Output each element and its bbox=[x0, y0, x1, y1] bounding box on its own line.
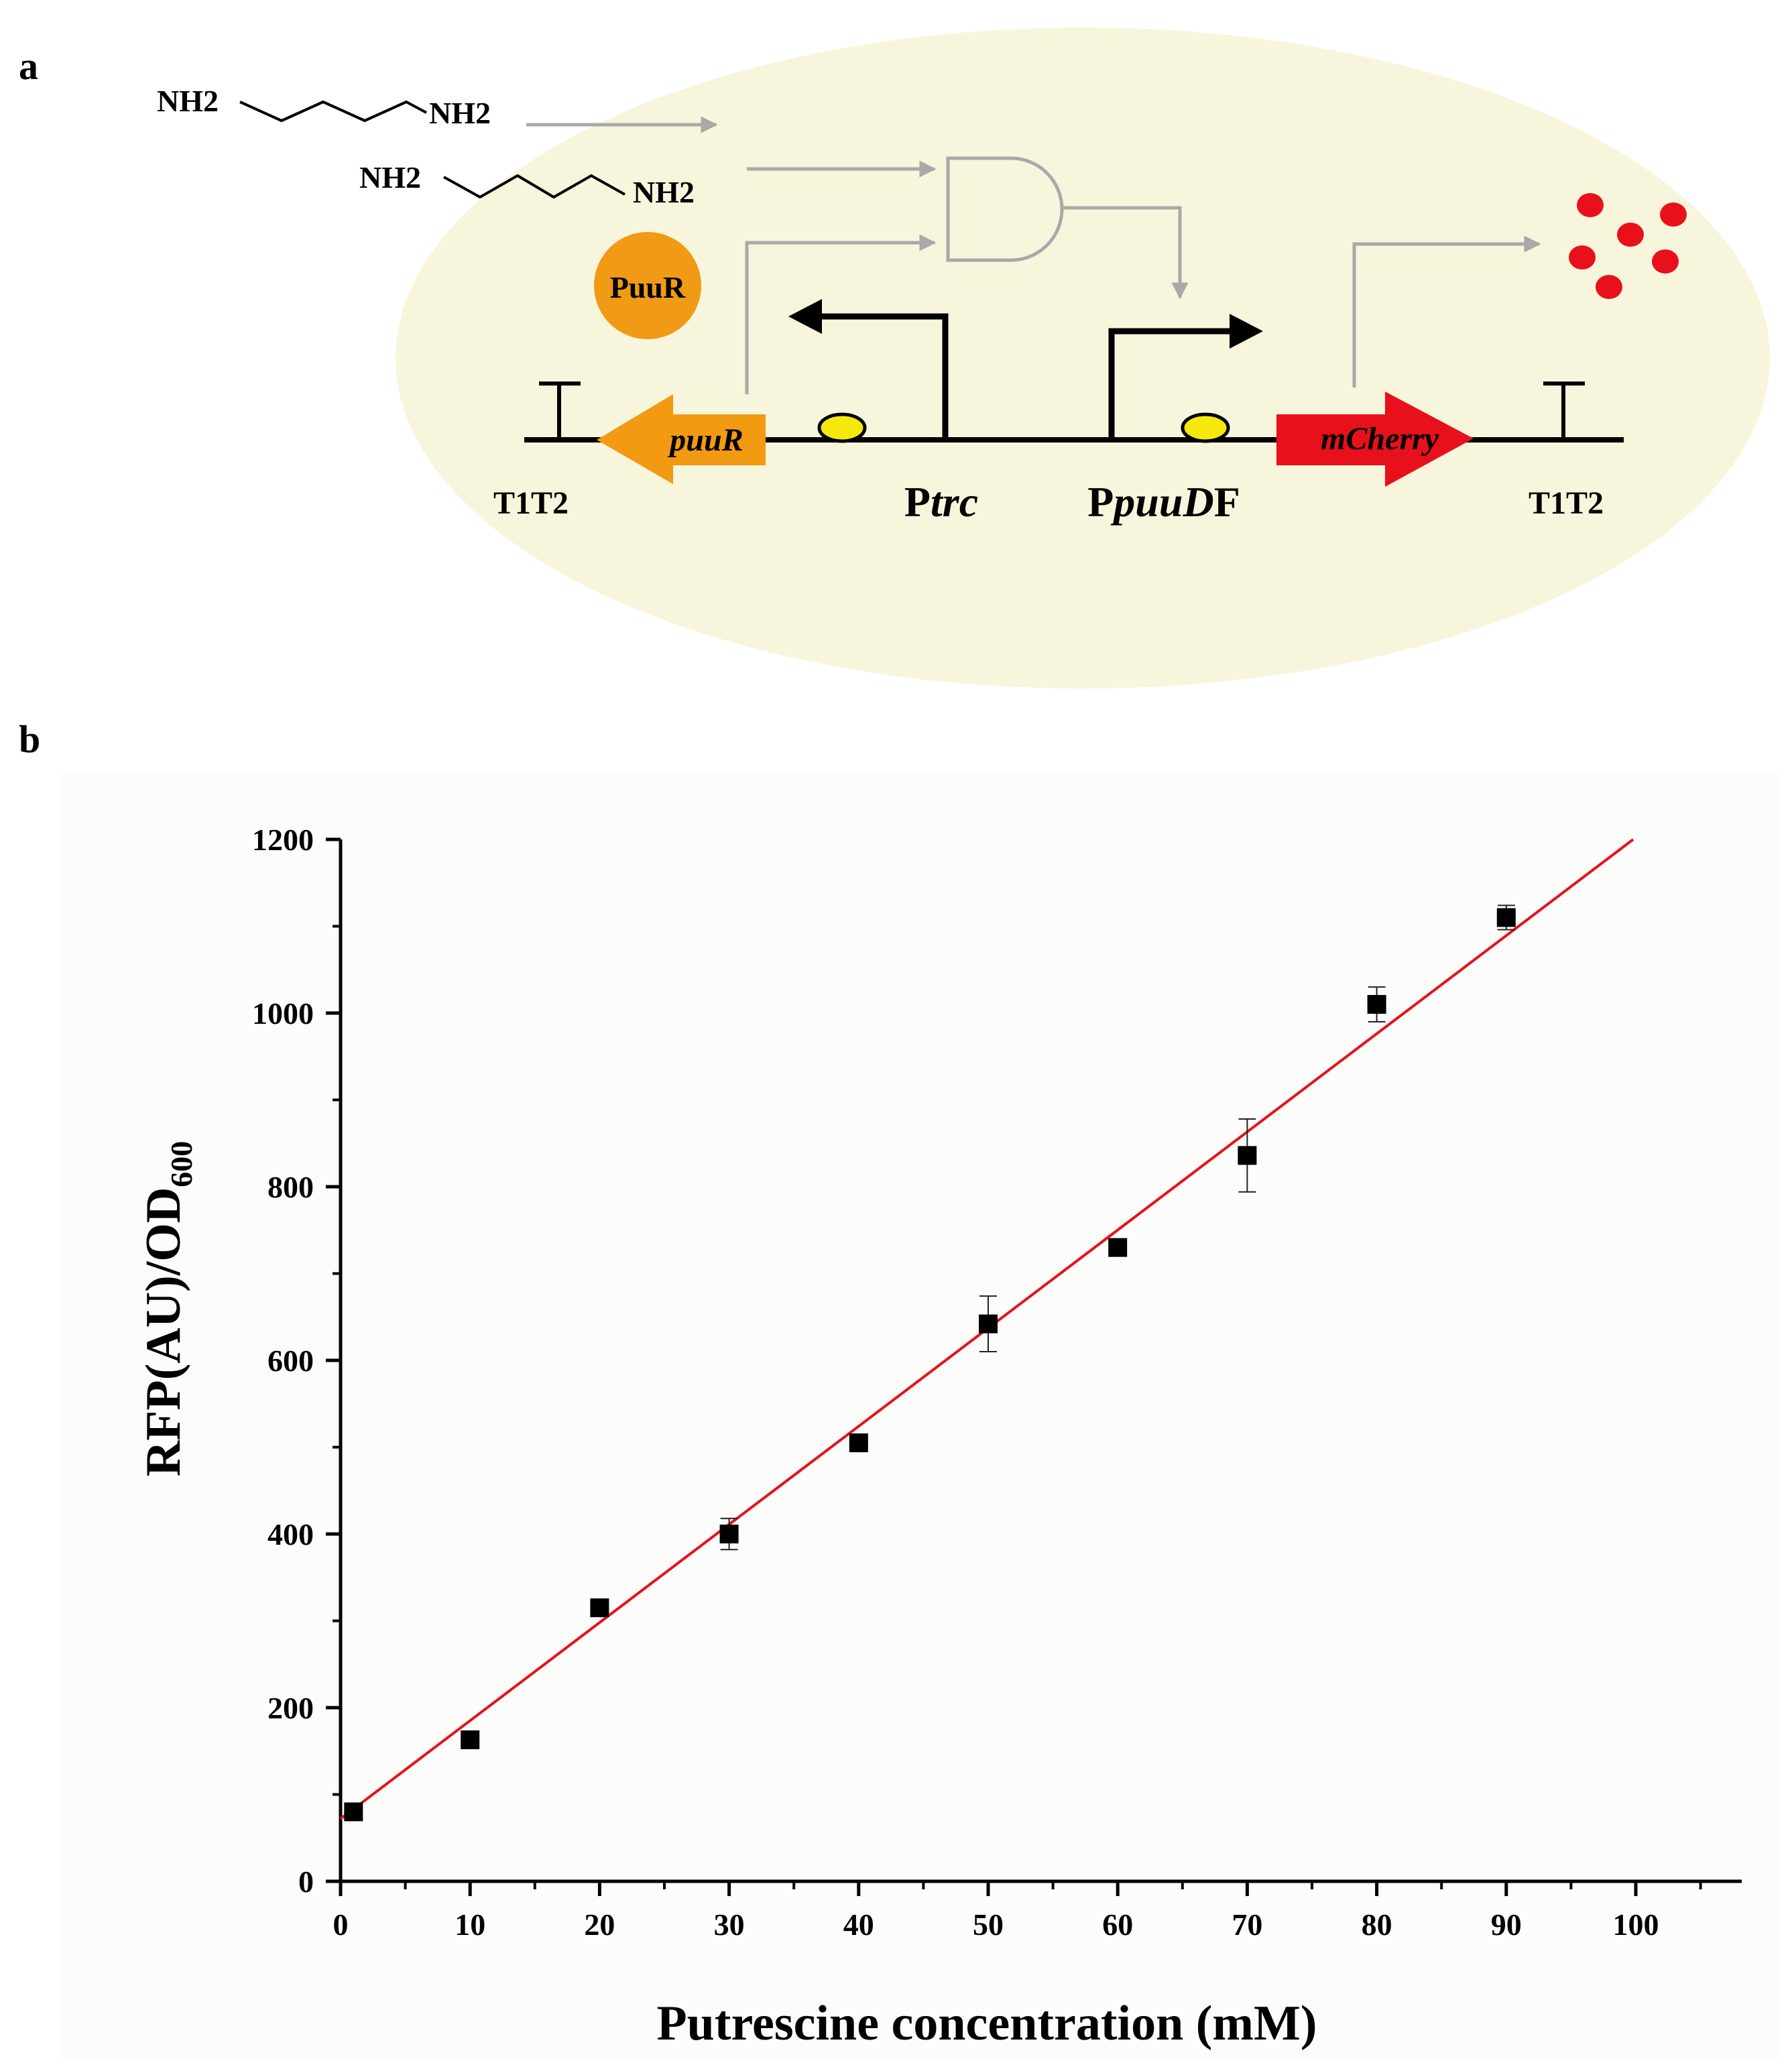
data-point bbox=[1496, 908, 1516, 927]
y-tick-label: 200 bbox=[267, 1691, 314, 1725]
promoter-trc-arrow bbox=[802, 313, 949, 440]
data-point bbox=[344, 1802, 363, 1822]
promoter-trc-arrowhead bbox=[788, 299, 822, 334]
rfp-dot bbox=[1617, 223, 1644, 247]
y-tick-label: 1200 bbox=[252, 823, 314, 857]
rbs-right bbox=[1181, 412, 1230, 443]
data-point bbox=[1108, 1238, 1128, 1257]
puur-gene-arrow bbox=[597, 394, 766, 484]
y-tick-label: 400 bbox=[267, 1517, 314, 1551]
expression-arrow bbox=[1352, 235, 1541, 388]
x-tick-label: 60 bbox=[1102, 1907, 1133, 1942]
x-tick-label: 20 bbox=[584, 1907, 615, 1942]
chart-axes: 0 200 400 600 800 1000 1200 0 10 20 30 40 50 60 70 80 90… bbox=[252, 823, 1742, 1942]
x-tick-label: 80 bbox=[1362, 1907, 1392, 1942]
molecule-2-left-amine: NH2 bbox=[359, 160, 421, 194]
data-point bbox=[590, 1598, 609, 1618]
terminator-right-label: T1T2 bbox=[1529, 485, 1604, 521]
molecule-1-chain bbox=[239, 100, 427, 123]
rfp-dot bbox=[1577, 193, 1604, 217]
y-axis-title: RFP(AU)/OD600 bbox=[136, 1141, 198, 1477]
x-tick-label: 90 bbox=[1491, 1907, 1522, 1942]
cell-ellipse bbox=[396, 27, 1770, 689]
rfp-dots bbox=[1569, 193, 1687, 299]
terminator-left-label: T1T2 bbox=[493, 485, 569, 521]
promoter-trc-label: Ptrc bbox=[904, 478, 978, 526]
rbs-left bbox=[817, 412, 867, 443]
rfp-dot bbox=[1660, 202, 1687, 227]
rfp-dot bbox=[1652, 249, 1679, 274]
x-tick-label: 10 bbox=[455, 1907, 485, 1942]
x-tick-label: 40 bbox=[843, 1907, 874, 1942]
y-axis-title-subscript: 600 bbox=[164, 1141, 198, 1187]
y-tick-label: 600 bbox=[267, 1344, 314, 1378]
x-tick-label: 70 bbox=[1232, 1907, 1262, 1942]
y-tick-label: 1000 bbox=[252, 996, 314, 1030]
promoter-puudf-arrow bbox=[1108, 328, 1246, 440]
x-axis-title: Putrescine concentration (mM) bbox=[656, 1996, 1317, 2051]
data-point bbox=[461, 1730, 480, 1749]
y-tick-label: 800 bbox=[267, 1170, 314, 1204]
and-gate bbox=[946, 156, 1064, 262]
chart-background bbox=[62, 771, 1778, 2058]
x-tick-label: 0 bbox=[333, 1907, 349, 1942]
rfp-dot bbox=[1596, 275, 1622, 299]
molecule-2-chain bbox=[443, 174, 625, 199]
and-output-arrow bbox=[1062, 206, 1189, 300]
mcherry-gene-arrow bbox=[1276, 392, 1474, 487]
y-axis-title-main: RFP(AU)/OD bbox=[136, 1187, 191, 1477]
molecule-1-right-amine: NH2 bbox=[429, 96, 491, 130]
panel-a-label: a bbox=[19, 44, 38, 88]
x-tick-label: 30 bbox=[714, 1907, 745, 1942]
rfp-dot bbox=[1569, 245, 1596, 270]
terminator-left bbox=[539, 381, 581, 440]
promoter-puudf-arrowhead bbox=[1230, 314, 1263, 349]
data-point bbox=[849, 1433, 868, 1453]
molecule-1-left-amine: NH2 bbox=[157, 84, 219, 118]
data-point bbox=[1367, 995, 1386, 1014]
puur-protein-label: PuuR bbox=[610, 270, 686, 304]
mcherry-gene-label: mCherry bbox=[1321, 421, 1439, 457]
puur-protein bbox=[594, 232, 701, 339]
and-input-puur bbox=[745, 234, 937, 394]
molecule-2-right-amine: NH2 bbox=[633, 175, 695, 209]
puur-gene-label: puuR bbox=[667, 422, 743, 458]
panel-b-label: b bbox=[19, 717, 40, 761]
y-tick-label: 0 bbox=[298, 1865, 314, 1899]
data-point bbox=[719, 1525, 739, 1543]
data-point bbox=[979, 1314, 998, 1334]
data-point bbox=[1238, 1146, 1257, 1165]
terminator-right bbox=[1543, 381, 1585, 440]
data-points bbox=[344, 908, 1516, 1822]
promoter-puudf-label: PpuuDF bbox=[1087, 478, 1240, 526]
x-tick-label: 100 bbox=[1613, 1907, 1659, 1942]
x-tick-label: 50 bbox=[973, 1907, 1004, 1942]
chart-plot: 0 200 400 600 800 1000 1200 0 10 20 30 40 50 60 70 80 90… bbox=[252, 823, 1742, 1942]
